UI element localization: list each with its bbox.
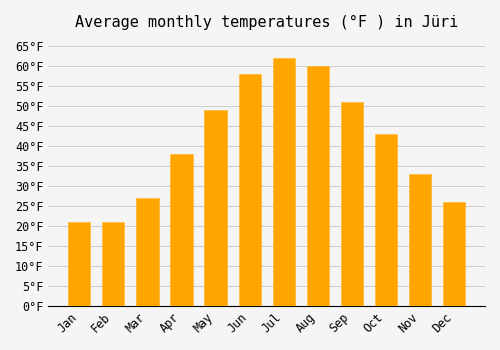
Bar xyxy=(238,74,260,306)
Bar xyxy=(68,222,90,306)
Bar xyxy=(306,66,329,306)
Bar xyxy=(136,198,158,306)
Bar xyxy=(341,102,363,306)
Bar xyxy=(102,222,124,306)
Bar xyxy=(375,134,397,306)
Bar xyxy=(204,110,227,306)
Bar xyxy=(409,174,431,306)
Bar xyxy=(170,154,192,306)
Title: Average monthly temperatures (°F ) in Jüri: Average monthly temperatures (°F ) in Jü… xyxy=(75,15,458,30)
Bar xyxy=(443,202,465,306)
Bar xyxy=(272,58,295,306)
